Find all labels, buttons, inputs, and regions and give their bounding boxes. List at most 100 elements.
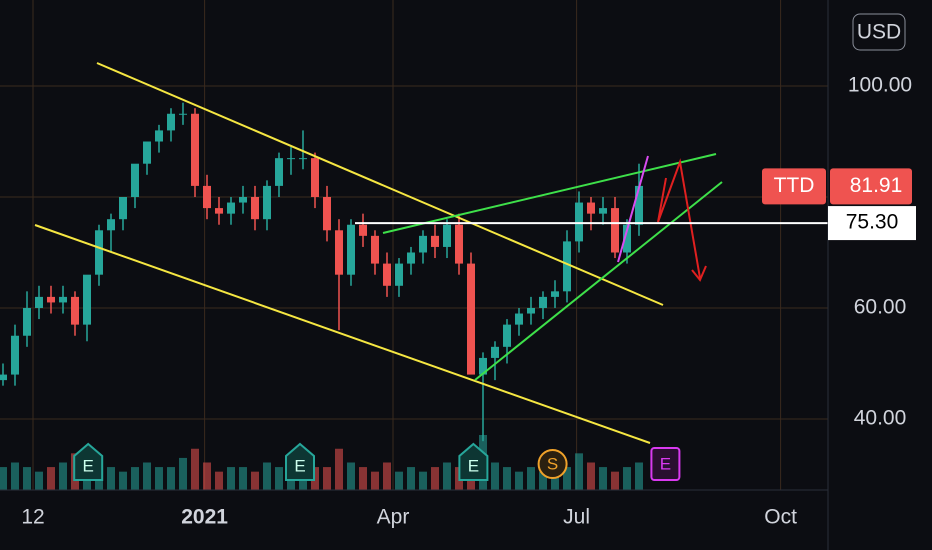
volume-bar bbox=[503, 467, 511, 490]
volume-bar bbox=[335, 448, 343, 490]
candle-body bbox=[155, 130, 163, 142]
channel-lower bbox=[34, 224, 651, 444]
candle-body bbox=[395, 263, 403, 286]
volume-bar bbox=[359, 467, 367, 490]
candle-body bbox=[71, 296, 79, 325]
candle-body bbox=[479, 357, 487, 375]
candle-body bbox=[515, 313, 523, 325]
candle-body bbox=[107, 219, 115, 231]
price-label: 81.91 bbox=[850, 174, 903, 197]
volume-bar bbox=[371, 471, 379, 490]
candle-body bbox=[299, 158, 307, 160]
y-tick-label: 100.00 bbox=[848, 74, 912, 97]
candle-body bbox=[335, 230, 343, 275]
trend-short bbox=[617, 155, 649, 263]
candle-body bbox=[131, 163, 139, 197]
wedge-upper bbox=[382, 153, 717, 234]
candle-body bbox=[587, 202, 595, 214]
candle-body bbox=[455, 224, 463, 264]
candle-body bbox=[323, 196, 331, 231]
candle-body bbox=[551, 291, 559, 297]
event-badge bbox=[458, 442, 489, 481]
candle-body bbox=[23, 307, 31, 336]
candle-body bbox=[311, 158, 319, 197]
candle-body bbox=[635, 185, 643, 225]
candle-body bbox=[407, 252, 415, 264]
candle-body bbox=[599, 208, 607, 214]
volume-bar bbox=[203, 462, 211, 490]
currency-box[interactable] bbox=[852, 13, 906, 51]
volume-bar bbox=[443, 462, 451, 490]
candle-body bbox=[203, 185, 211, 209]
candle-body bbox=[623, 224, 631, 253]
candle-body bbox=[35, 296, 43, 308]
candle-body bbox=[491, 346, 499, 358]
x-tick-label: 12 bbox=[21, 506, 44, 529]
x-tick-label: 2021 bbox=[181, 506, 228, 529]
candle-body bbox=[383, 263, 391, 286]
event-badge bbox=[537, 449, 568, 479]
x-tick-label: Jul bbox=[563, 506, 590, 529]
y-tick-label: 60.00 bbox=[854, 296, 907, 319]
candle-body bbox=[59, 296, 67, 303]
volume-bar bbox=[347, 462, 355, 490]
candle-body bbox=[11, 335, 19, 375]
volume-bar bbox=[263, 462, 271, 490]
volume-bar bbox=[227, 467, 235, 490]
price-badge bbox=[830, 168, 912, 205]
volume-bar bbox=[23, 467, 31, 490]
drawings bbox=[34, 62, 723, 444]
level-label: 75.30 bbox=[846, 211, 899, 234]
volume-bar bbox=[491, 462, 499, 490]
candle-body bbox=[419, 235, 427, 253]
channel-upper bbox=[96, 62, 664, 306]
candle-body bbox=[467, 263, 475, 375]
candle-body bbox=[347, 224, 355, 275]
volume-bar bbox=[599, 467, 607, 490]
volume-bar bbox=[131, 467, 139, 490]
candle-body bbox=[563, 241, 571, 292]
volume-bar bbox=[623, 467, 631, 490]
volume-bar bbox=[395, 471, 403, 490]
volume-bar bbox=[251, 471, 259, 490]
ticker-badge bbox=[762, 168, 826, 205]
wedge-lower bbox=[474, 181, 723, 381]
candle-body bbox=[0, 374, 7, 381]
projection bbox=[657, 158, 701, 279]
volume-bar bbox=[431, 467, 439, 490]
candle-body bbox=[503, 324, 511, 347]
event-label: E bbox=[468, 456, 479, 475]
volume-bar bbox=[35, 471, 43, 490]
volume-bar bbox=[575, 453, 583, 490]
volume-bar bbox=[107, 467, 115, 490]
volume-bar bbox=[0, 467, 7, 490]
volume-bar bbox=[179, 457, 187, 490]
ticker: TTD bbox=[774, 174, 815, 197]
volume-bar bbox=[515, 471, 523, 490]
candle-body bbox=[215, 208, 223, 214]
candle-body bbox=[239, 196, 247, 203]
y-tick-label: 40.00 bbox=[854, 407, 907, 430]
volume-bar bbox=[383, 462, 391, 490]
volume-bar bbox=[323, 467, 331, 490]
volume-bar bbox=[11, 462, 19, 490]
candle-body bbox=[227, 202, 235, 214]
volume-bar bbox=[587, 462, 595, 490]
candle-body bbox=[167, 113, 175, 131]
event-label: E bbox=[83, 456, 94, 475]
volume-bar bbox=[419, 471, 427, 490]
volume-bar bbox=[407, 467, 415, 490]
event-label: E bbox=[660, 454, 671, 473]
candle-body bbox=[263, 185, 271, 220]
event-badge bbox=[73, 442, 104, 481]
candle-body bbox=[83, 274, 91, 325]
candle-body bbox=[251, 196, 259, 220]
candle-body bbox=[119, 196, 127, 220]
volume-bar bbox=[275, 467, 283, 490]
candle-body bbox=[443, 224, 451, 247]
candle-body bbox=[611, 208, 619, 253]
volume-bar bbox=[155, 467, 163, 490]
currency: USD bbox=[857, 21, 901, 44]
event-badge bbox=[285, 442, 315, 481]
volume-bar bbox=[215, 471, 223, 490]
